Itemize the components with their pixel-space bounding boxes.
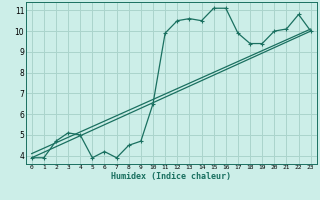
- X-axis label: Humidex (Indice chaleur): Humidex (Indice chaleur): [111, 172, 231, 181]
